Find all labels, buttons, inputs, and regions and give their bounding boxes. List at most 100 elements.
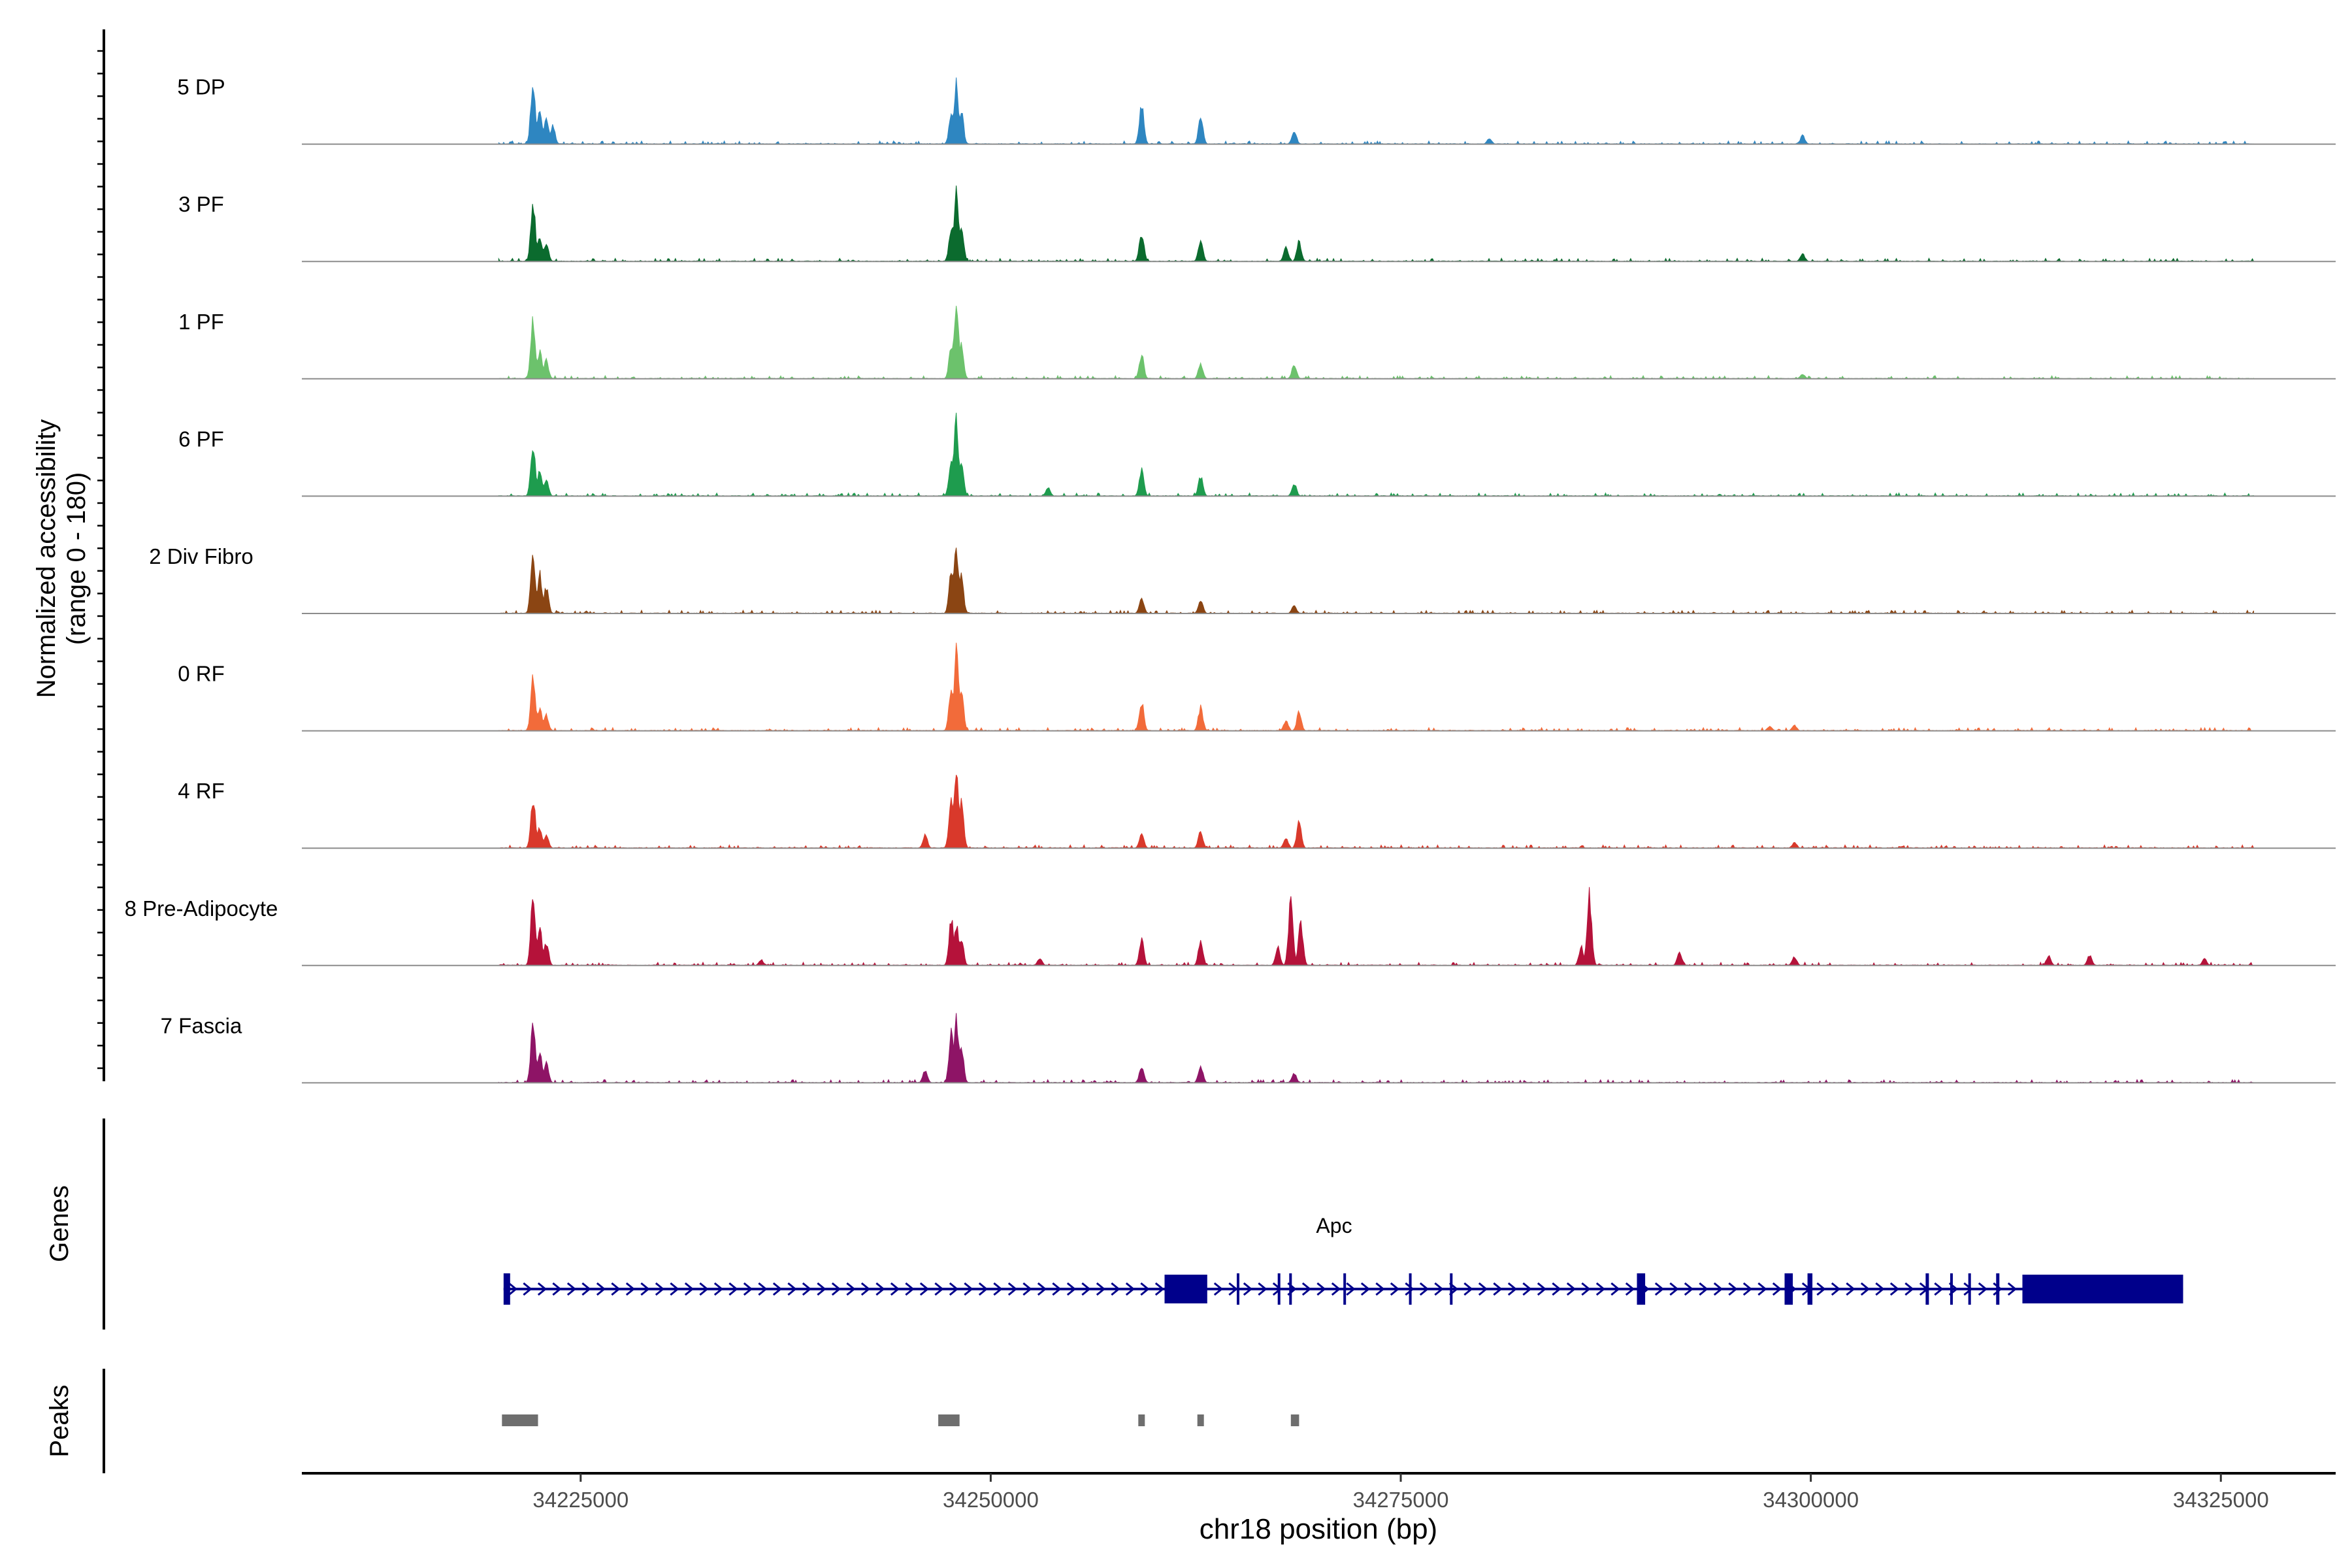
strand-chevron: [1301, 1282, 1312, 1296]
strand-chevron: [2007, 1282, 2017, 1296]
coverage-area: [498, 547, 2254, 614]
strand-chevron: [1125, 1282, 1135, 1296]
strand-chevron: [640, 1282, 650, 1296]
track-label: 1 PF: [178, 310, 224, 334]
strand-chevron: [1963, 1282, 1973, 1296]
gene-exon: [1409, 1273, 1412, 1305]
peaks-panel: Peaks: [45, 1369, 1299, 1473]
strand-chevron: [684, 1282, 694, 1296]
x-ticks: 34225000 34250000 34275000 34300000 34325000: [532, 1473, 2269, 1512]
track-label: 8 Pre-Adipocyte: [125, 896, 278, 921]
strand-chevron: [566, 1282, 577, 1296]
strand-chevron: [1728, 1282, 1738, 1296]
strand-chevron: [581, 1282, 591, 1296]
gene-exon: [2022, 1275, 2183, 1303]
strand-chevron: [934, 1282, 944, 1296]
strand-chevron: [772, 1282, 783, 1296]
coverage-area: [498, 77, 2254, 145]
strand-chevron: [949, 1282, 959, 1296]
gene-exon: [1807, 1273, 1813, 1305]
strand-chevron: [1360, 1282, 1371, 1296]
gene-exon: [1450, 1273, 1453, 1305]
strand-chevron: [1081, 1282, 1091, 1296]
coverage-area: [498, 305, 2254, 380]
coverage-area: [498, 412, 2254, 497]
strand-chevron: [875, 1282, 885, 1296]
strand-chevron: [758, 1282, 768, 1296]
strand-chevron: [713, 1282, 724, 1296]
strand-chevron: [1258, 1282, 1267, 1296]
strand-chevron: [1684, 1282, 1694, 1296]
track-1-pf: 1 PF: [178, 305, 2336, 380]
strand-chevron: [905, 1282, 915, 1296]
coverage-area: [498, 1013, 2254, 1084]
track-label: 6 PF: [178, 427, 224, 451]
track-label: 0 RF: [178, 662, 225, 686]
coverage-area: [498, 185, 2254, 263]
strand-chevron: [537, 1282, 547, 1296]
strand-chevron: [1405, 1282, 1414, 1296]
strand-chevron: [1375, 1282, 1385, 1296]
peak-region: [1197, 1414, 1204, 1426]
strand-chevron: [1566, 1282, 1576, 1296]
strand-chevron: [523, 1282, 532, 1296]
strand-chevron: [1272, 1282, 1282, 1296]
strand-chevron: [1875, 1282, 1885, 1296]
strand-chevron: [860, 1282, 871, 1296]
strand-chevron: [1610, 1282, 1620, 1296]
peaks-y-axis-label: Peaks: [45, 1384, 74, 1457]
strand-chevron: [1669, 1282, 1679, 1296]
genes-panel: Genes Apc: [45, 1119, 2183, 1330]
x-tick-label: 34225000: [532, 1488, 629, 1512]
strand-chevron: [1228, 1282, 1238, 1296]
strand-chevron: [1419, 1282, 1429, 1296]
track-3-pf: 3 PF: [178, 185, 2336, 263]
x-tick-label: 34275000: [1353, 1488, 1449, 1512]
gene-exon: [1950, 1273, 1953, 1305]
strand-chevron: [1934, 1282, 1944, 1296]
strand-chevron: [1889, 1282, 1900, 1296]
strand-chevron: [890, 1282, 900, 1296]
track-label: 7 Fascia: [161, 1013, 242, 1037]
strand-chevron: [1595, 1282, 1606, 1296]
strand-chevron: [1052, 1282, 1062, 1296]
coverage-area: [498, 774, 2254, 849]
strand-chevron: [1037, 1282, 1047, 1296]
track-2-div-fibro: 2 Div Fibro: [149, 544, 2336, 614]
strand-chevron: [1772, 1282, 1782, 1296]
strand-chevron: [1316, 1282, 1326, 1296]
strand-chevron: [670, 1282, 679, 1296]
genes-y-axis-label: Genes: [45, 1185, 74, 1262]
strand-chevron: [831, 1282, 841, 1296]
strand-chevron: [1654, 1282, 1665, 1296]
strand-chevron: [1904, 1282, 1914, 1296]
strand-chevron: [1860, 1282, 1870, 1296]
strand-chevron: [1625, 1282, 1635, 1296]
strand-chevron: [1993, 1282, 2002, 1296]
strand-chevron: [1434, 1282, 1444, 1296]
strand-chevron: [1713, 1282, 1723, 1296]
strand-chevron: [1007, 1282, 1018, 1296]
strand-chevron: [1493, 1282, 1503, 1296]
x-axis-label: chr18 position (bp): [1200, 1513, 1437, 1545]
coverage-y-axis-label: Normalized accessibility: [32, 419, 61, 698]
strand-chevron: [1111, 1282, 1120, 1296]
strand-chevron: [1346, 1282, 1356, 1296]
strand-chevron: [1243, 1282, 1253, 1296]
gene-exon: [1996, 1273, 2000, 1305]
track-5-dp: 5 DP: [177, 75, 2336, 145]
strand-chevron: [802, 1282, 812, 1296]
strand-chevron: [817, 1282, 826, 1296]
strand-chevron: [1478, 1282, 1488, 1296]
track-label: 3 PF: [178, 192, 224, 216]
coverage-tracks: 5 DP 3 PF 1 PF 6 PF 2 Div Fibro 0 RF 4 RF 8 Pre…: [125, 75, 2336, 1084]
track-label: 2 Div Fibro: [149, 544, 253, 568]
peak-region: [938, 1414, 960, 1426]
strand-chevron: [1581, 1282, 1591, 1296]
strand-chevron: [1978, 1282, 1988, 1296]
coverage-panel: Normalized accessibility (range 0 - 180)…: [32, 29, 2336, 1084]
strand-chevron: [1022, 1282, 1032, 1296]
strand-chevron: [919, 1282, 930, 1296]
strand-chevron: [1552, 1282, 1561, 1296]
